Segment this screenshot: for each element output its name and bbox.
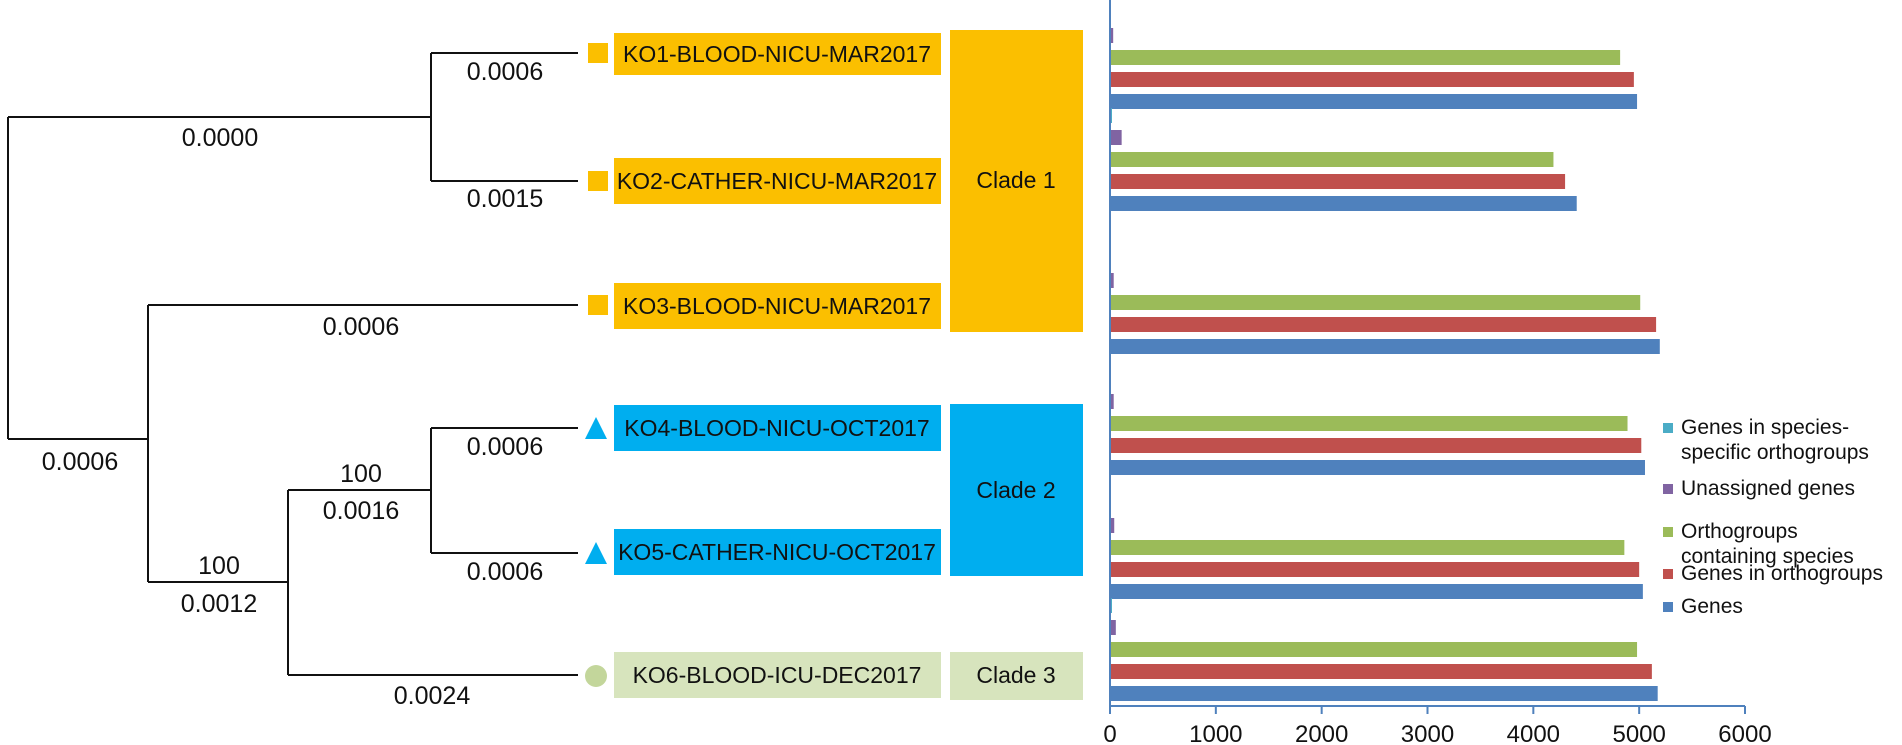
sample-label-box	[614, 652, 941, 698]
x-tick-label: 2000	[1295, 721, 1348, 745]
bar	[1110, 317, 1657, 332]
sample-label: KO1-BLOOD-NICU-MAR2017	[623, 41, 931, 67]
legend-swatch	[1663, 602, 1673, 612]
sample-label-box	[614, 405, 941, 451]
sample-labels: KO1-BLOOD-NICU-MAR2017 KO2-CATHER-NICU-M…	[585, 33, 941, 698]
square-icon	[588, 171, 608, 191]
bar	[1110, 416, 1628, 431]
sample-label-box	[614, 33, 941, 75]
branch-length-label: 0.0006	[467, 433, 543, 461]
square-icon	[588, 43, 608, 63]
branch-length-label: 0.0006	[42, 448, 118, 476]
legend-label: Genes in species-specific orthogroups	[1681, 416, 1869, 464]
branch-length-label: 0.0015	[467, 185, 543, 213]
bar	[1110, 664, 1652, 679]
x-tick-label: 4000	[1507, 721, 1560, 745]
x-tick-label: 5000	[1612, 721, 1665, 745]
clade-label: Clade 3	[976, 662, 1055, 688]
bar	[1110, 460, 1645, 475]
bootstrap-label: 100	[340, 460, 382, 488]
legend-swatch	[1663, 423, 1673, 433]
x-tick-label: 0	[1103, 721, 1116, 745]
x-tick-label: 6000	[1718, 721, 1771, 745]
x-axis: 0 1000 2000 3000 4000 5000 6000	[1103, 0, 1772, 745]
bar	[1110, 518, 1115, 533]
bar	[1110, 686, 1658, 701]
branch-length-label: 0.0016	[323, 497, 399, 525]
triangle-icon	[585, 542, 607, 564]
clade-box	[950, 404, 1083, 576]
sample-label: KO6-BLOOD-ICU-DEC2017	[633, 662, 922, 688]
bar	[1110, 394, 1114, 409]
chart-legend: Genes in species-specific orthogroups Una…	[1663, 416, 1883, 618]
sample-label: KO5-CATHER-NICU-OCT2017	[618, 539, 936, 565]
bar	[1110, 620, 1116, 635]
clade-box	[950, 30, 1083, 332]
sample-label-box	[614, 283, 941, 329]
branch-length-label: 0.0012	[181, 590, 257, 618]
bar	[1110, 94, 1638, 109]
bar	[1110, 339, 1660, 354]
legend-swatch	[1663, 569, 1673, 579]
sample-label-box	[614, 529, 941, 575]
legend-label: Genes	[1681, 595, 1743, 618]
branch-length-label: 0.0006	[467, 58, 543, 86]
branch-length-label: 0.0024	[394, 682, 471, 710]
bar-chart-plot	[1110, 28, 1660, 701]
branch-length-label: 0.0006	[467, 558, 543, 586]
legend-label: Genes in orthogroups	[1681, 562, 1883, 585]
branch-length-label: 0.0006	[323, 313, 399, 341]
bootstrap-label: 100	[198, 552, 240, 580]
square-icon	[588, 295, 608, 315]
triangle-icon	[585, 417, 607, 439]
legend-label: Unassigned genes	[1681, 477, 1855, 500]
legend-label: Orthogroups containing species	[1681, 520, 1854, 568]
legend-swatch	[1663, 484, 1673, 494]
branch-length-label: 0.0000	[182, 124, 258, 152]
bar	[1110, 50, 1621, 65]
bar	[1110, 196, 1577, 211]
bar	[1110, 152, 1554, 167]
bar	[1110, 584, 1643, 599]
x-tick-label: 3000	[1401, 721, 1454, 745]
clade-label: Clade 1	[976, 167, 1055, 193]
bar	[1110, 174, 1566, 189]
clade-box	[950, 652, 1083, 700]
bar	[1110, 540, 1625, 555]
bar	[1110, 562, 1640, 577]
bar	[1110, 273, 1114, 288]
clade-label: Clade 2	[976, 477, 1055, 503]
sample-label: KO3-BLOOD-NICU-MAR2017	[623, 293, 931, 319]
bar	[1110, 642, 1638, 657]
sample-label-box	[614, 158, 941, 204]
legend-swatch	[1663, 527, 1673, 537]
sample-label: KO4-BLOOD-NICU-OCT2017	[624, 415, 929, 441]
bar	[1110, 72, 1634, 87]
bar	[1110, 130, 1122, 145]
sample-label: KO2-CATHER-NICU-MAR2017	[617, 168, 937, 194]
bar	[1110, 28, 1114, 43]
bar	[1110, 438, 1642, 453]
circle-icon	[585, 665, 607, 687]
phylogenetic-tree: 0.0000 0.0006 0.0015 0.0006 0.0006 100 0…	[7, 52, 578, 710]
bar	[1110, 295, 1641, 310]
x-tick-label: 1000	[1189, 721, 1242, 745]
clade-boxes: Clade 1 Clade 2 Clade 3	[950, 30, 1083, 700]
